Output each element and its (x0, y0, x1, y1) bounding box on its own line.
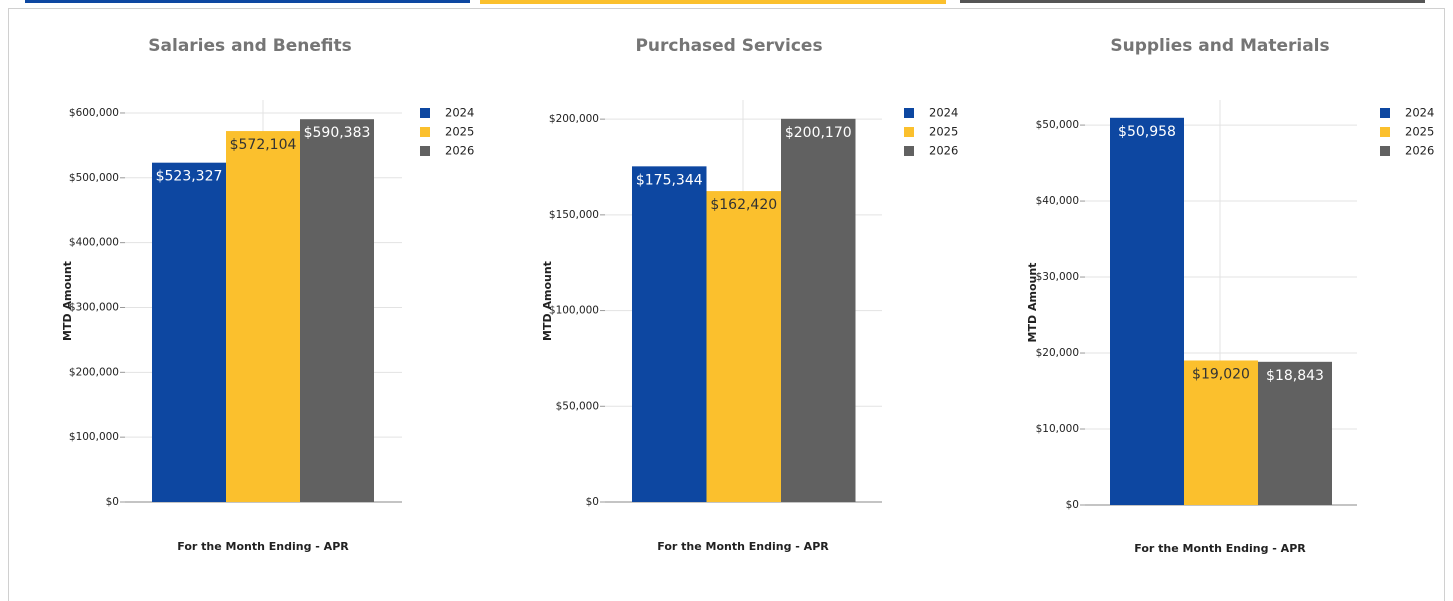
legend-label: 2026 (1405, 144, 1434, 158)
value-label: $572,104 (230, 137, 297, 153)
tab-strip (960, 0, 1425, 3)
legend-swatch (1380, 108, 1390, 118)
value-label: $523,327 (156, 169, 223, 185)
value-label: $19,020 (1192, 366, 1250, 382)
legend-label: 2026 (929, 144, 958, 158)
legend-label: 2026 (445, 144, 474, 158)
tab-strip (480, 0, 946, 4)
y-tick-label: $50,000 (1036, 119, 1079, 131)
legend-swatch (904, 146, 914, 156)
bar (1110, 117, 1184, 505)
y-tick-label: $300,000 (69, 301, 119, 313)
tab-strip (25, 0, 470, 3)
legend-label: 2024 (445, 106, 474, 120)
legend-label: 2025 (1405, 125, 1434, 139)
y-tick-label: $0 (586, 496, 599, 508)
legend-label: 2024 (1405, 106, 1434, 120)
value-label: $200,170 (785, 125, 852, 141)
y-tick-label: $40,000 (1036, 195, 1079, 207)
bar (226, 131, 300, 502)
value-label: $590,383 (304, 125, 371, 141)
bar (1258, 361, 1332, 505)
y-tick-label: $500,000 (69, 172, 119, 184)
bar (152, 162, 226, 502)
y-tick-label: $0 (106, 496, 119, 508)
legend-swatch (1380, 146, 1390, 156)
panel (8, 8, 1445, 601)
x-axis-title: For the Month Ending - APR (657, 540, 829, 553)
y-tick-label: $400,000 (69, 237, 119, 249)
bar (632, 166, 707, 502)
value-label: $162,420 (710, 197, 777, 213)
chart-title: Salaries and Benefits (148, 36, 351, 56)
value-label: $50,958 (1118, 124, 1176, 140)
chart-title: Supplies and Materials (1110, 36, 1329, 56)
value-label: $175,344 (636, 172, 703, 188)
y-tick-label: $20,000 (1036, 347, 1079, 359)
bar (706, 191, 781, 502)
legend-swatch (420, 127, 430, 137)
chart-title: Purchased Services (635, 36, 822, 56)
legend-swatch (420, 146, 430, 156)
y-tick-label: $0 (1066, 499, 1079, 511)
x-axis-title: For the Month Ending - APR (1134, 542, 1306, 555)
legend-swatch (904, 108, 914, 118)
legend-label: 2025 (929, 125, 958, 139)
y-tick-label: $200,000 (69, 366, 119, 378)
bar (1184, 360, 1258, 505)
y-tick-label: $150,000 (549, 209, 599, 221)
y-tick-label: $600,000 (69, 107, 119, 119)
y-tick-label: $100,000 (549, 305, 599, 317)
bar (300, 119, 374, 502)
legend-swatch (904, 127, 914, 137)
value-label: $18,843 (1266, 368, 1324, 384)
legend-label: 2024 (929, 106, 958, 120)
y-axis-title: MTD Amount (541, 261, 554, 341)
legend-label: 2025 (445, 125, 474, 139)
bar (781, 118, 856, 502)
y-tick-label: $50,000 (556, 400, 599, 412)
x-axis-title: For the Month Ending - APR (177, 540, 349, 553)
y-tick-label: $100,000 (69, 431, 119, 443)
y-axis-title: MTD Amount (1026, 263, 1039, 343)
y-axis-title: MTD Amount (61, 261, 74, 341)
y-tick-label: $10,000 (1036, 423, 1079, 435)
legend-swatch (1380, 127, 1390, 137)
legend-swatch (420, 108, 430, 118)
y-tick-label: $200,000 (549, 113, 599, 125)
y-tick-label: $30,000 (1036, 271, 1079, 283)
